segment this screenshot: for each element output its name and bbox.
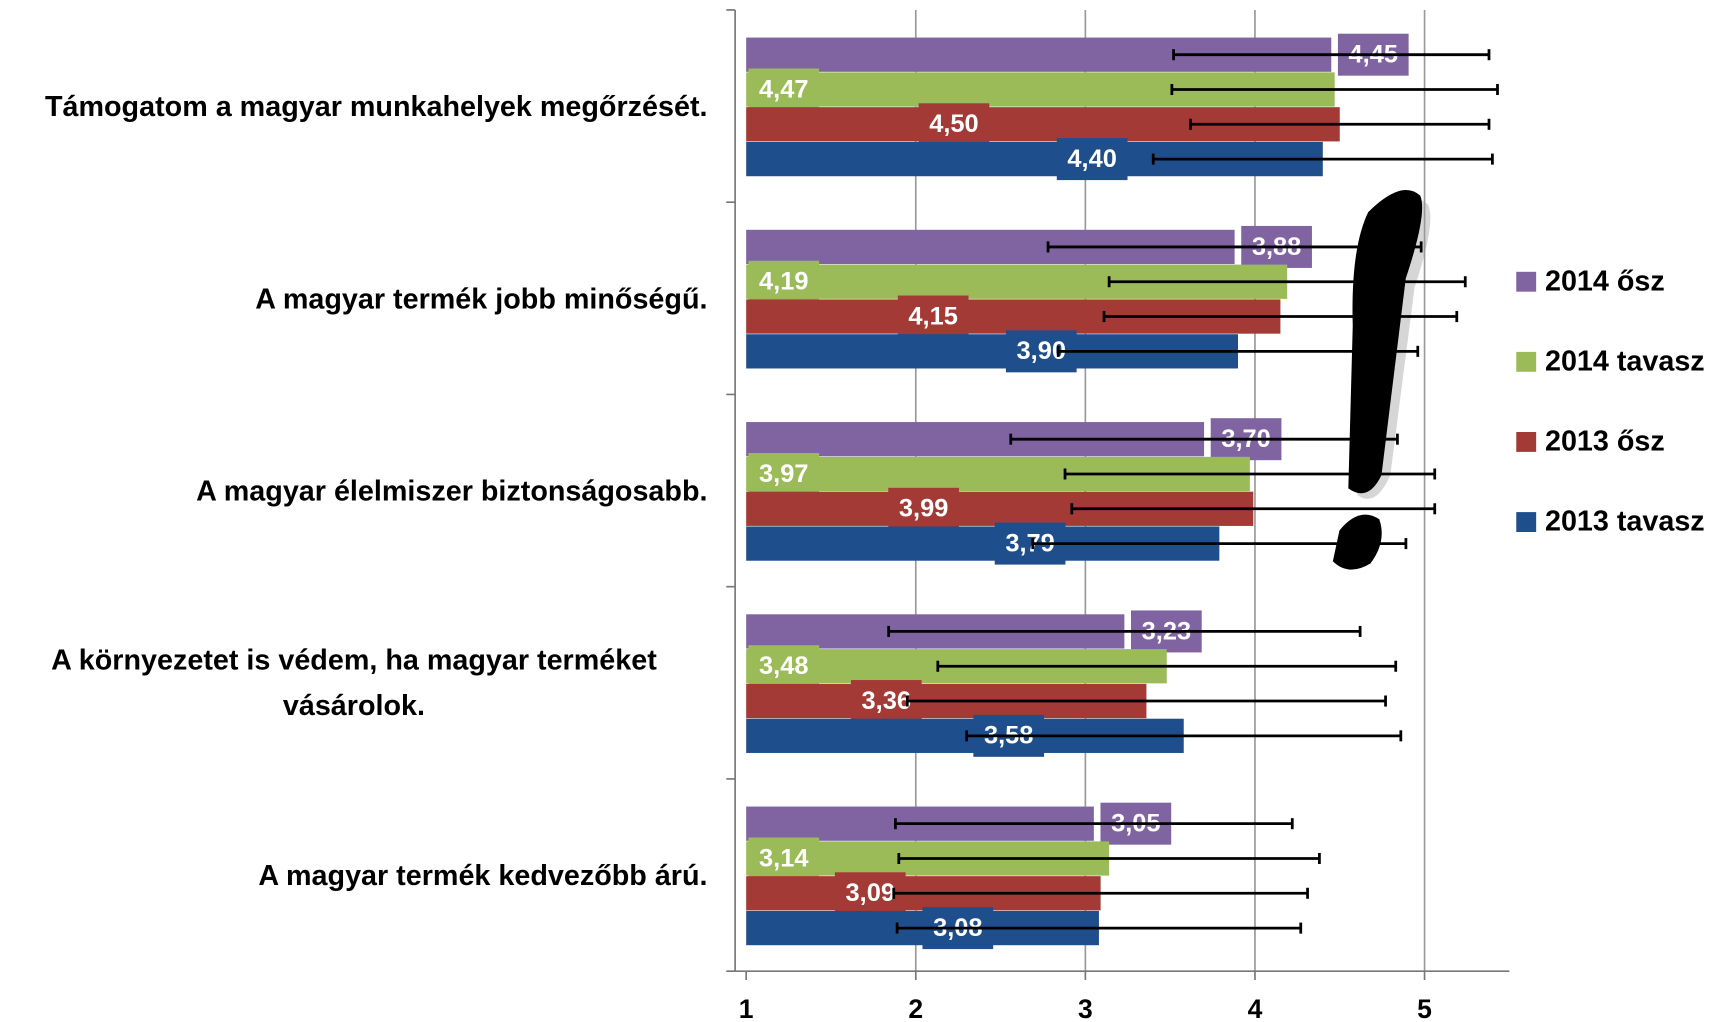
legend-swatch [1516,351,1537,372]
category-label-box: A magyar termék jobb minőségű. [0,202,707,394]
error-bar [965,730,1403,742]
error-bar [1189,118,1491,130]
error-bar [1102,311,1459,323]
y-tick-label: A magyar termék jobb minőségű. [255,281,708,315]
legend-label: 2013 ősz [1545,426,1665,458]
error-bar [1151,153,1494,165]
y-tick-label: A magyar élelmiszer biztonságosabb. [196,473,708,507]
category-label-wrap: A környezetet is védem, ha magyar termék… [0,587,707,779]
error-bar [1046,241,1423,253]
category-label-wrap: Támogatom a magyar munkahelyek megőrzésé… [0,10,708,202]
value-label-box [918,103,990,146]
error-bar [1056,345,1420,357]
category-label-box: A magyar termék kedvezőbb árú. [0,779,707,971]
legend-swatch [1516,432,1537,452]
error-bar [897,852,1321,865]
legend-label: 2013 tavasz [1545,506,1705,538]
x-tick-label: 1 [739,994,754,1022]
value-label-box [748,645,820,688]
value-label-box [748,68,820,111]
x-tick-label: 4 [1248,994,1263,1022]
error-bar [1107,276,1467,288]
decoration [1332,190,1431,570]
legend-label: 2014 ősz [1545,265,1665,297]
y-tick-label: Támogatom a magyar munkahelyek megőrzésé… [44,88,708,123]
category-label-wrap: A magyar élelmiszer biztonságosabb. [0,394,707,586]
error-bar [1031,538,1408,550]
error-bar [1070,503,1437,515]
value-label: 3,97 [759,460,808,488]
value-label: 4,19 [759,268,808,296]
category-label-box: A környezetet is védem, ha magyar termék… [0,587,707,779]
category-label-box: A magyar élelmiszer biztonságosabb. [0,394,707,586]
value-label-box [748,260,820,303]
value-label: 3,48 [759,652,808,680]
error-bar [892,887,1309,899]
value-label: 3,09 [846,879,895,907]
value-label-box [888,487,960,530]
y-tick-label: A magyar termék kedvezőbb árú. [258,857,708,892]
value-label: 4,40 [1067,145,1116,173]
error-bar [936,660,1398,672]
value-label: 4,15 [908,302,957,330]
error-bar [894,818,1294,830]
error-bar [895,922,1303,934]
value-label: 3,36 [862,687,911,715]
category-label-wrap: A magyar termék jobb minőségű. [0,202,707,394]
category-label-wrap: A magyar termék kedvezőbb árú. [0,779,707,971]
legend-swatch [1516,512,1537,532]
legend-swatch [1516,271,1537,292]
value-label: 3,14 [759,844,808,872]
category-label-box: Támogatom a magyar munkahelyek megőrzésé… [0,10,708,202]
value-label-box [748,837,820,880]
x-tick-label: 2 [908,994,923,1022]
value-label-box [748,452,820,495]
y-tick-label: A környezetet is védem, ha magyar termék… [51,643,657,722]
value-label-box [897,295,969,338]
error-bar [1063,468,1437,480]
legend-label: 2014 tavasz [1545,346,1705,378]
error-bar [887,625,1362,637]
x-tick-label: 3 [1078,994,1093,1022]
value-label-box [1056,138,1128,181]
value-label: 4,50 [929,110,978,138]
error-bar [1009,433,1399,445]
value-label: 3,99 [899,495,948,523]
error-bar [1172,49,1491,61]
value-label: 4,47 [759,75,808,103]
error-bar [905,695,1387,707]
x-tick-label: 5 [1417,994,1432,1022]
error-bar [1170,83,1499,96]
